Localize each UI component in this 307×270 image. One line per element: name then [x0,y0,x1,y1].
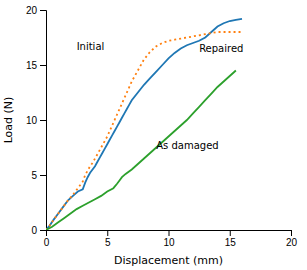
tick-mark [169,230,170,236]
annotation: Repaired [199,43,243,54]
annotation: As damaged [156,140,218,151]
tick: 20 [286,230,298,248]
tick-mark [40,230,46,231]
y-axis-title: Load (N) [2,97,15,144]
chart: 0 5 10 15 20 0 5 10 15 20 Initial Repaired As damage… [0,0,307,270]
axis-line [47,231,292,237]
tick: 0 [31,225,46,236]
tick-mark [291,230,292,236]
x-axis: 0 5 10 15 20 [44,230,298,248]
line [46,71,236,231]
tick-mark [40,175,46,176]
tick-label: 20 [286,237,298,248]
line [46,32,242,230]
tick-label: 0 [44,237,50,248]
tick: 15 [26,60,46,71]
tick-label: 5 [105,237,111,248]
tick-label: 15 [225,237,237,248]
tick: 0 [44,230,50,248]
tick-mark [40,10,46,11]
tick-mark [40,65,46,66]
tick: 10 [163,230,175,248]
axis-line [40,11,47,231]
annotation: Initial [77,41,105,52]
tick: 5 [31,170,46,181]
tick-label: 5 [31,170,37,181]
annotations: Initial Repaired As damaged [77,41,244,151]
tick: 10 [26,115,46,126]
tick: 15 [225,230,237,248]
tick: 5 [105,230,111,248]
tick-mark [230,230,231,236]
x-axis-title: Displacement (mm) [114,254,223,267]
y-axis: 0 5 10 15 20 [26,5,47,236]
tick-label: 15 [26,60,38,71]
tick-mark [107,230,108,236]
tick-label: 10 [163,237,175,248]
tick-label: 10 [26,115,38,126]
tick-label: 0 [31,225,37,236]
tick-mark [40,120,46,121]
plot: 0 5 10 15 20 0 5 10 15 20 Initial Repaired As damage… [26,5,298,248]
tick: 20 [26,5,46,16]
tick-label: 20 [26,5,38,16]
